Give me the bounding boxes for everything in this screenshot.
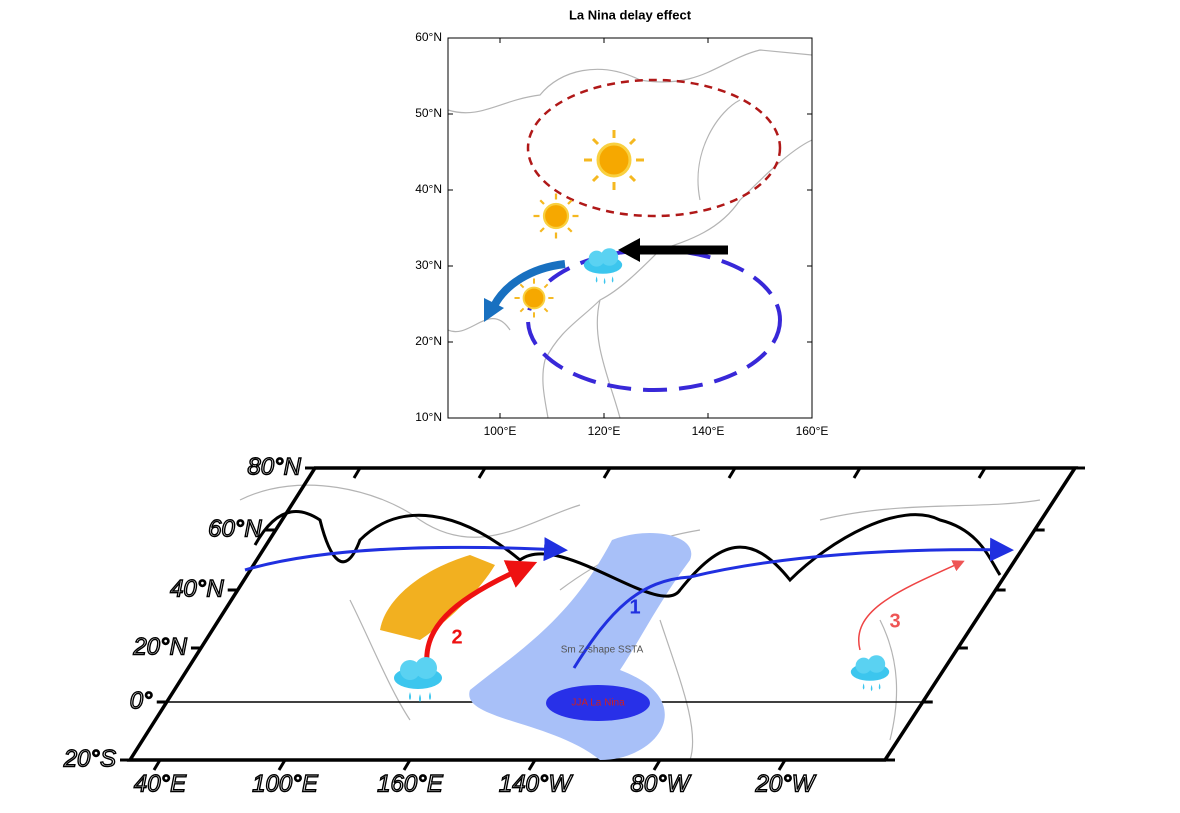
map-title: La Nina delay effect: [569, 7, 692, 22]
lat-label: 40°N: [415, 182, 442, 196]
lat-label: 20°S: [63, 745, 116, 772]
lon-label: 160°E: [377, 770, 444, 797]
lon-label: 40°E: [134, 770, 187, 797]
lat-label: 20°N: [415, 334, 442, 348]
tick: [727, 467, 737, 479]
tick: [777, 759, 787, 771]
lon-label: 100°E: [252, 770, 319, 797]
lat-label: 80°N: [247, 453, 301, 480]
ssta-label: Sm Z-shape SSTA: [561, 645, 644, 656]
tick: [652, 759, 662, 771]
tick: [277, 759, 287, 771]
top-map: [447, 37, 813, 419]
tick: [477, 467, 487, 479]
lon-label: 160°E: [796, 424, 829, 438]
lon-label: 80°W: [631, 770, 692, 797]
lat-label: 60°N: [208, 515, 262, 542]
arrow-label: 3: [889, 610, 900, 632]
bottom-map: 1 2 3 Sm Z-shape SSTA JJA La Nina: [126, 466, 1079, 762]
lon-label: 20°W: [755, 770, 817, 797]
tick: [152, 759, 162, 771]
arrow-label: 2: [451, 626, 462, 648]
lat-label: 30°N: [415, 258, 442, 272]
lon-label: 140°W: [499, 770, 574, 797]
lat-label: 60°N: [415, 30, 442, 44]
lat-label: 0°: [130, 687, 153, 714]
lat-label: 10°N: [415, 410, 442, 424]
arrow-label: 1: [629, 596, 640, 618]
lat-label: 20°N: [132, 633, 187, 660]
tick: [352, 467, 362, 479]
lat-label: 40°N: [170, 575, 224, 602]
lat-label: 50°N: [415, 106, 442, 120]
nina-label: JJA La Nina: [571, 698, 625, 709]
lon-label: 120°E: [588, 424, 621, 438]
tick: [852, 467, 862, 479]
tick: [402, 759, 412, 771]
lon-label: 100°E: [484, 424, 517, 438]
tick: [977, 467, 987, 479]
tick: [527, 759, 537, 771]
tick: [602, 467, 612, 479]
lon-label: 140°E: [692, 424, 725, 438]
